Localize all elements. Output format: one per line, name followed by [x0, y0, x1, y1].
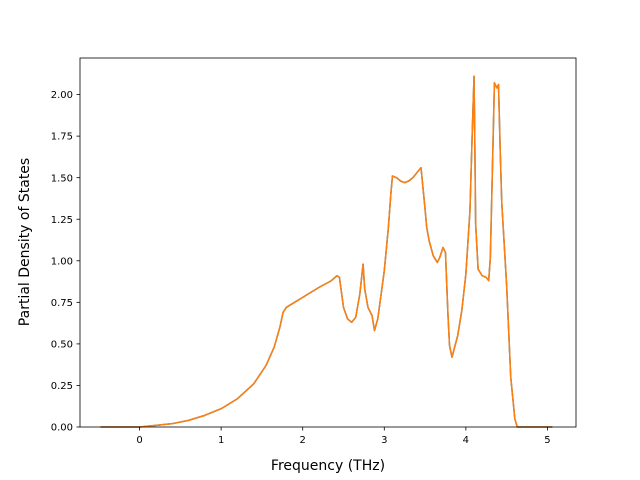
y-tick-label: 0.00	[51, 423, 73, 434]
x-axis-label: Frequency (THz)	[271, 458, 385, 474]
plot-frame	[79, 57, 577, 428]
y-tick-label: 1.75	[51, 132, 73, 143]
series-line-2	[100, 75, 553, 428]
x-tick-label: 0	[136, 435, 142, 446]
series-layer	[100, 75, 553, 428]
x-tick-label: 3	[381, 435, 387, 446]
y-axis: 0.00 0.25 0.50 0.75 1.00 1.25 1.50 1.75 2.00	[51, 90, 80, 434]
y-tick-label: 0.75	[51, 298, 73, 309]
y-tick-label: 1.00	[51, 256, 73, 267]
y-tick-label: 2.00	[51, 90, 73, 101]
x-axis: 0 1 2 3 4 5	[136, 427, 551, 446]
x-tick-label: 2	[300, 435, 306, 446]
y-tick-label: 1.25	[51, 215, 73, 226]
y-tick-label: 1.50	[51, 173, 73, 184]
y-tick-label: 0.50	[51, 339, 73, 350]
x-tick-label: 1	[218, 435, 224, 446]
y-axis-label: Partial Density of States	[17, 158, 33, 326]
x-tick-label: 5	[544, 435, 550, 446]
y-tick-label: 0.25	[51, 381, 73, 392]
x-tick-label: 4	[463, 435, 469, 446]
